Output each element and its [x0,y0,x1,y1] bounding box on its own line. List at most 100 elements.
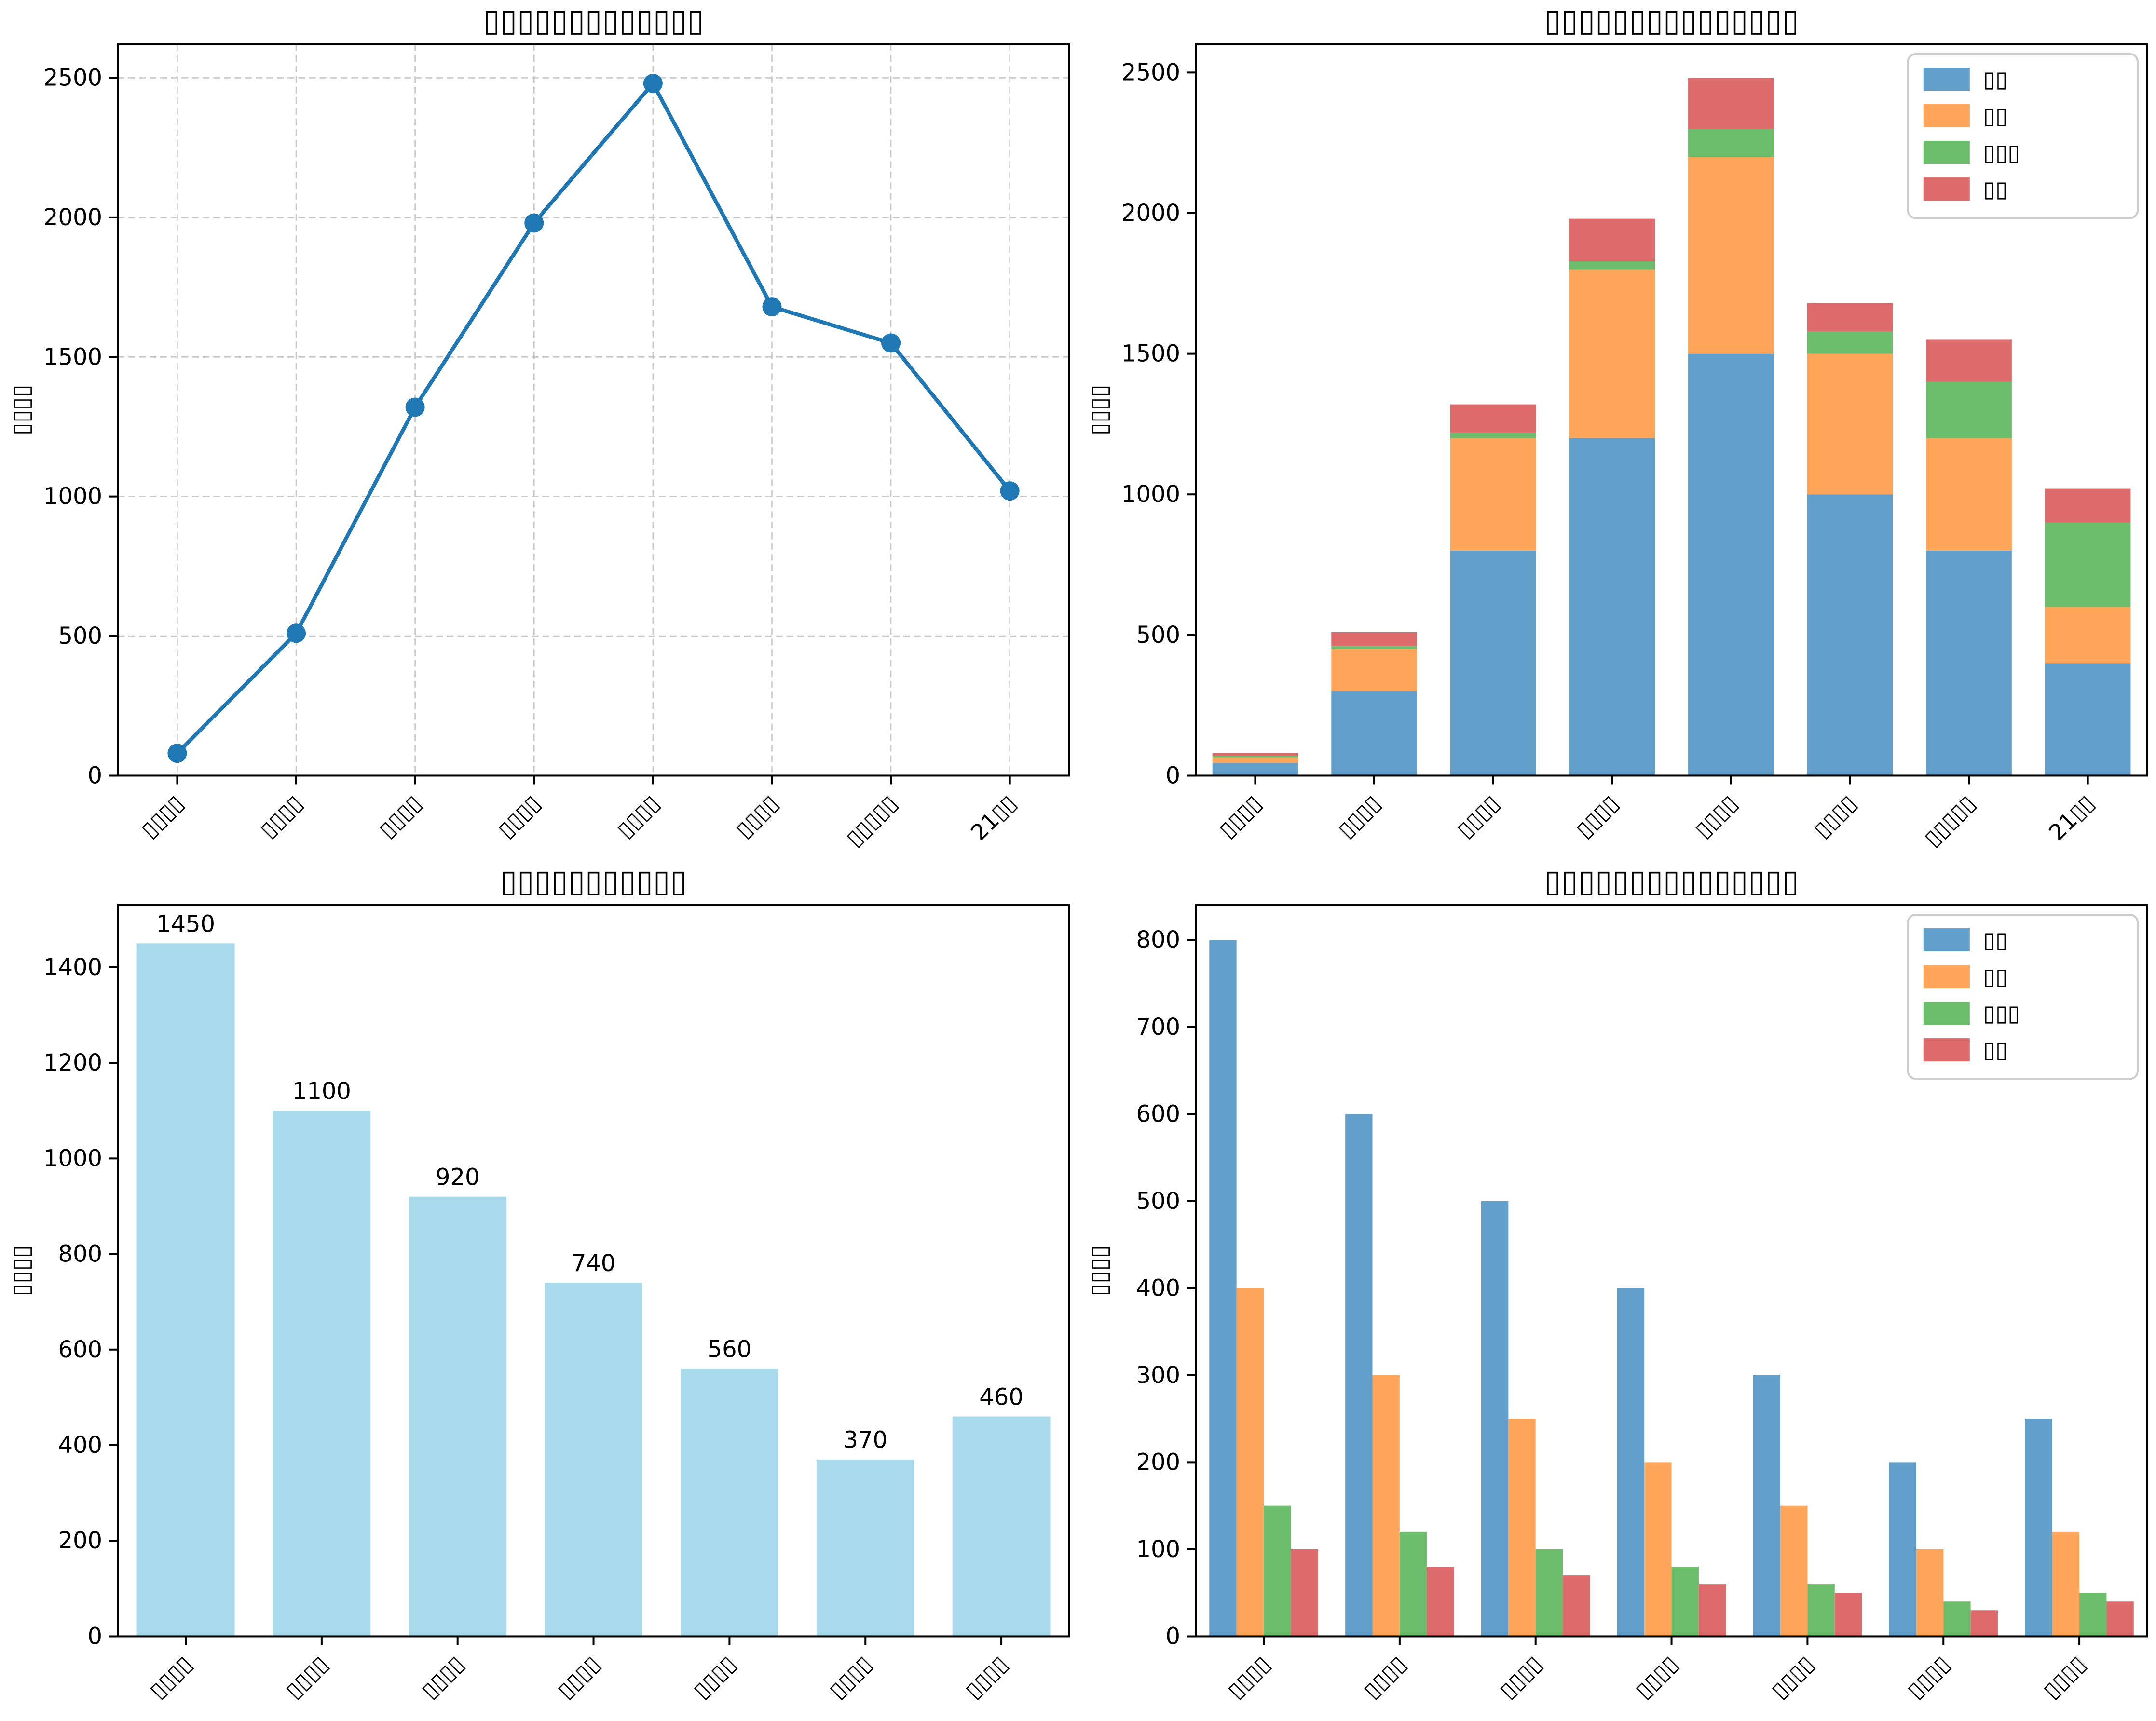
bar-segment [1569,438,1655,776]
bar-segment [2045,522,2131,607]
bar-segment [2045,607,2131,664]
bar [136,943,235,1636]
bar [1644,1462,1672,1636]
bar [1291,1549,1318,1636]
legend-swatch [1923,104,1970,128]
chart-cell-bar: 1450 1100 920 740 560 370 460 0 200 400 600 800 1000… [0,860,1078,1721]
bar [1698,1584,1726,1636]
bar [545,1282,643,1636]
bar-segment [1926,339,2012,382]
y-tick-label: 700 [1136,1013,1180,1040]
bar [1535,1549,1563,1636]
bar [952,1416,1051,1636]
data-point-marker [1000,481,1020,501]
y-tick-label: 2500 [43,64,102,91]
legend-swatch [1923,141,1970,164]
data-point-marker [643,74,663,94]
bar-segment [1926,550,2012,776]
bar-segment [1569,269,1655,438]
y-tick-label: 2000 [43,204,102,231]
y-tick-label: 1500 [43,343,102,370]
legend-label: ▯▯▯ [1983,139,2020,165]
legend-box [1907,53,2139,219]
chart-background [0,0,1078,861]
bar [2079,1592,2107,1636]
bar-segment [1926,438,2012,551]
y-tick-label: 2000 [1121,200,1180,227]
y-tick-label: 1000 [43,1145,102,1172]
bar-segment [2045,488,2131,523]
bar-segment [1450,438,1536,551]
bar [1508,1418,1536,1636]
bar-value-label: 920 [436,1164,480,1191]
bar-segment [1450,432,1536,438]
y-tick-label: 500 [1136,1187,1180,1214]
y-tick-label: 300 [1136,1361,1180,1388]
y-tick-label: 1000 [43,483,102,510]
chart-title: ▯▯▯▯▯▯▯▯▯▯▯▯▯▯▯ [1544,864,1799,899]
y-tick-label: 0 [88,1623,103,1650]
bar-segment [1450,550,1536,776]
bar-segment [1331,691,1417,776]
y-axis-label: ▯▯▯▯ [1086,1245,1113,1296]
y-tick-label: 1200 [43,1049,102,1076]
data-point-marker [287,623,306,643]
bar [2106,1601,2134,1636]
bar [2052,1531,2080,1636]
bar-segment [1688,128,1774,157]
y-tick-label: 800 [58,1240,102,1267]
bar-segment [1450,404,1536,433]
y-tick-label: 200 [58,1527,102,1554]
legend-label: ▯▯ [1983,66,2008,92]
legend-label: ▯▯ [1983,1037,2008,1063]
y-tick-label: 200 [1136,1449,1180,1476]
bar-segment [1807,494,1893,776]
bar-value-label: 370 [843,1426,887,1453]
legend-swatch [1923,177,1970,201]
y-tick-label: 0 [1166,1623,1181,1650]
bar [1345,1113,1373,1636]
legend-swatch [1923,1038,1970,1061]
legend-swatch [1923,1001,1970,1025]
bar [1889,1462,1916,1636]
chart-cell-stacked-bar: 0 500 1000 1500 2000 2500 ▯▯▯▯ ▯▯▯▯ ▯▯▯▯ ▯▯▯▯ ▯▯▯▯… [1078,0,2156,861]
y-axis-label: ▯▯▯▯ [8,1245,35,1296]
bar-segment [1331,632,1417,647]
chart-cell-line: 0 500 1000 1500 2000 2500 ▯▯▯▯ ▯▯▯▯ ▯▯▯▯ ▯▯▯▯ ▯▯▯▯… [0,0,1078,861]
bar-segment [1688,78,1774,129]
y-tick-label: 0 [1166,762,1181,789]
legend-label: ▯▯ [1983,176,2008,202]
y-tick-label: 400 [1136,1274,1180,1301]
data-point-marker [762,297,782,317]
bar-segment [1807,303,1893,331]
bar [273,1110,371,1636]
bar-chart-svg: 1450 1100 920 740 560 370 460 0 200 400 600 800 1000… [0,860,1078,1721]
bar-segment [1569,218,1655,261]
chart-cell-grouped-bar: 0 100 200 300 400 500 600 700 800 ▯▯▯▯ ▯▯▯▯ ▯▯▯▯ ▯▯▯… [1078,860,2156,1721]
y-tick-label: 500 [58,623,102,650]
bar [1427,1566,1454,1636]
bar-value-label: 460 [979,1383,1023,1410]
y-tick-label: 400 [58,1432,102,1459]
bar [409,1196,507,1636]
plot-area-border [117,43,1070,777]
bar-segment [1688,157,1774,354]
y-tick-label: 800 [1136,926,1180,953]
bar-segment [1926,381,2012,438]
bar [1264,1505,1291,1636]
bar-value-label: 1100 [292,1078,351,1105]
bar-value-label: 740 [572,1250,616,1277]
bar-value-label: 1450 [156,910,215,937]
bar-segment [1807,331,1893,354]
bar [1671,1566,1699,1636]
legend-swatch [1923,964,1970,988]
chart-title: ▯▯▯▯▯▯▯▯▯▯▯▯▯▯▯ [1544,3,1799,39]
legend-box [1907,913,2139,1080]
bar-segment [1331,646,1417,649]
y-axis-label: ▯▯▯▯ [8,384,35,435]
bar [1399,1531,1427,1636]
legend-swatch [1923,928,1970,951]
